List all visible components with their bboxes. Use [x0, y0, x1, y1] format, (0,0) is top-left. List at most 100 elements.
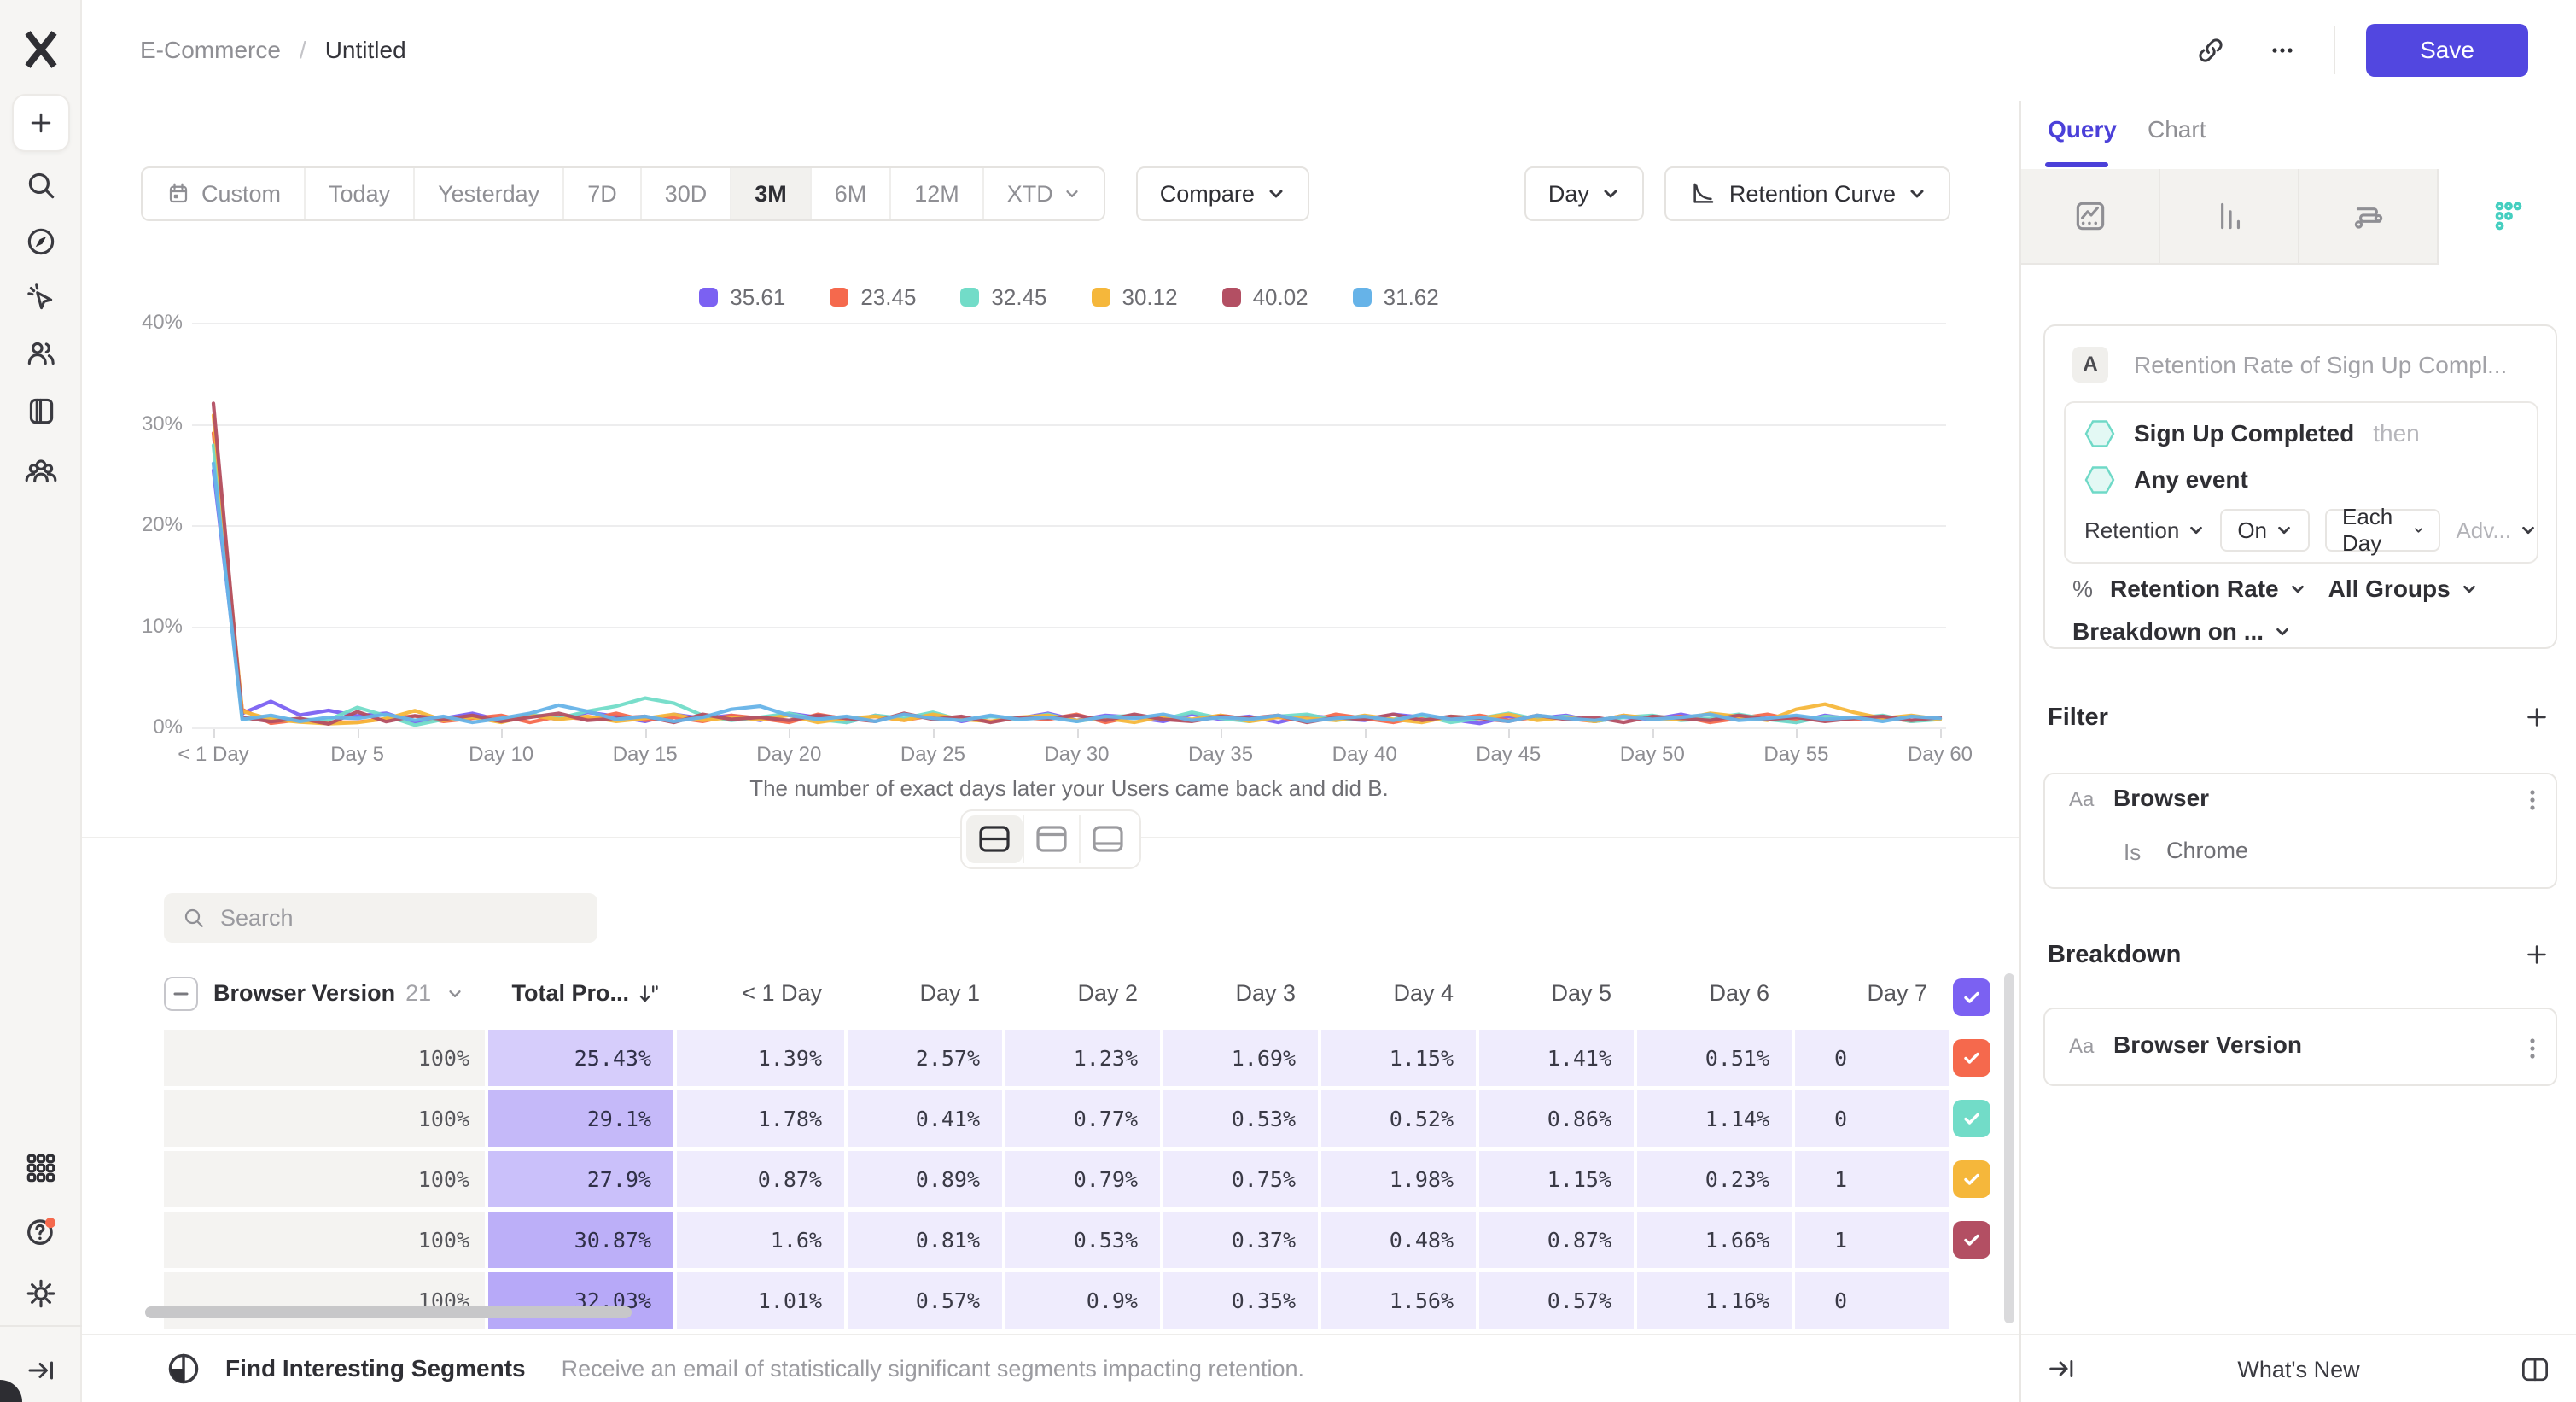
mixpanel-logo-icon[interactable]	[0, 19, 82, 80]
retention-type-dropdown[interactable]: Retention	[2084, 517, 2205, 544]
legend-item[interactable]: 31.62	[1352, 284, 1439, 311]
table-row-name[interactable]: 23.45	[1953, 1030, 1999, 1086]
report-type-insights-button[interactable]	[2021, 169, 2160, 265]
row-checkbox[interactable]	[1953, 978, 1990, 1016]
date-range-xtd[interactable]: XTD	[982, 168, 1104, 219]
table-header-total[interactable]: Total Pro...	[488, 969, 673, 1018]
table-header-group[interactable]: Browser Version 21	[164, 969, 485, 1018]
create-new-button[interactable]	[12, 94, 70, 152]
series-line[interactable]	[211, 431, 1943, 726]
query-title[interactable]: Retention Rate of Sign Up Compl...	[2134, 352, 2508, 378]
save-button[interactable]: Save	[2366, 24, 2528, 77]
groups-dropdown[interactable]: All Groups	[2328, 575, 2451, 602]
each-day-dropdown[interactable]: Each Day	[2325, 504, 2441, 556]
filter-kebab-menu[interactable]	[2520, 783, 2545, 817]
table-header-day[interactable]: Day 7	[1867, 980, 1927, 1006]
date-range-7d[interactable]: 7D	[562, 168, 640, 219]
rate-dropdown[interactable]: Retention Rate	[2110, 575, 2279, 602]
first-event-row[interactable]: Sign Up Completed then	[2084, 418, 2420, 449]
boards-icon[interactable]	[0, 380, 82, 441]
tab-query[interactable]: Query	[2048, 116, 2117, 143]
legend-item[interactable]: 32.45	[960, 284, 1047, 311]
row-checkbox[interactable]	[1953, 1039, 1990, 1077]
legend-item[interactable]: 30.12	[1091, 284, 1178, 311]
filter-operator[interactable]: Is	[2124, 839, 2142, 865]
on-dropdown[interactable]: On	[2220, 509, 2310, 552]
layout-split-button[interactable]	[966, 815, 1023, 863]
side-panel-icon[interactable]	[2518, 1352, 2552, 1387]
table-row-name[interactable]: 40.02	[1953, 1212, 1999, 1268]
advanced-dropdown[interactable]: Adv...	[2456, 517, 2537, 544]
breadcrumb-report-title[interactable]: Untitled	[324, 37, 406, 63]
date-range-3m[interactable]: 3M	[730, 168, 810, 219]
filter-card[interactable]: Aa Browser Is Chrome	[2043, 773, 2557, 889]
more-options-button[interactable]	[2262, 30, 2303, 71]
compare-button[interactable]: Compare	[1135, 166, 1309, 221]
horizontal-scrollbar[interactable]	[145, 1306, 632, 1318]
date-range-30d[interactable]: 30D	[639, 168, 731, 219]
series-line[interactable]	[211, 461, 1943, 725]
add-breakdown-button[interactable]	[2520, 938, 2554, 972]
series-line[interactable]	[211, 401, 1943, 726]
date-range-6m[interactable]: 6M	[809, 168, 890, 219]
report-type-funnels-button[interactable]	[2160, 169, 2299, 265]
discover-compass-icon[interactable]	[0, 211, 82, 272]
table-header-day[interactable]: < 1 Day	[742, 980, 822, 1006]
series-line[interactable]	[211, 413, 1943, 726]
vertical-scrollbar[interactable]	[2004, 973, 2014, 1323]
table-header-day[interactable]: Day 6	[1709, 980, 1769, 1006]
add-filter-button[interactable]	[2520, 700, 2554, 734]
layout-table-only-button[interactable]	[1079, 815, 1135, 863]
table-row-name[interactable]: 32.45	[1953, 1090, 1999, 1147]
search-nav-icon[interactable]	[0, 155, 82, 216]
help-icon[interactable]	[0, 1200, 82, 1262]
tab-chart[interactable]: Chart	[2148, 116, 2206, 143]
cohorts-icon[interactable]	[0, 441, 82, 502]
breakdown-on-dropdown[interactable]: Breakdown on ...	[2072, 618, 2264, 645]
row-checkbox[interactable]	[1953, 1100, 1990, 1137]
row-checkbox[interactable]	[1953, 1160, 1990, 1198]
legend-item[interactable]: 35.61	[699, 284, 785, 311]
report-type-retention-button[interactable]	[2439, 169, 2576, 265]
table-row-name[interactable]: 35.61	[1953, 969, 1999, 1025]
date-range-custom[interactable]: Custom	[143, 168, 304, 219]
chart-type-button[interactable]: Retention Curve	[1664, 166, 1950, 221]
copy-link-button[interactable]	[2190, 30, 2231, 71]
settings-gear-icon[interactable]	[0, 1263, 82, 1324]
collapse-panel-icon[interactable]	[2045, 1352, 2078, 1385]
filter-value[interactable]: Chrome	[2166, 838, 2249, 863]
series-line[interactable]	[211, 443, 1943, 727]
series-line[interactable]	[211, 468, 1943, 726]
legend-item[interactable]: 40.02	[1221, 284, 1308, 311]
users-icon[interactable]	[0, 323, 82, 384]
events-cursor-icon[interactable]	[0, 266, 82, 328]
filter-property-name[interactable]: Browser	[2113, 785, 2210, 811]
expand-sidebar-icon[interactable]	[0, 1340, 82, 1401]
total-cell: 100%	[164, 1151, 485, 1207]
table-header-day[interactable]: Day 2	[1077, 980, 1138, 1006]
breakdown-card[interactable]: Aa Browser Version	[2043, 1008, 2557, 1086]
breakdown-heading: Breakdown	[2048, 941, 2182, 968]
layout-chart-only-button[interactable]	[1023, 815, 1079, 863]
return-event-row[interactable]: Any event	[2084, 464, 2248, 495]
whats-new-link[interactable]: What's New	[2237, 1356, 2360, 1382]
report-type-flows-button[interactable]	[2299, 169, 2439, 265]
apps-grid-icon[interactable]	[0, 1137, 82, 1199]
date-range-today[interactable]: Today	[304, 168, 413, 219]
legend-item[interactable]: 23.45	[830, 284, 916, 311]
find-segments-link[interactable]: Find Interesting Segments	[225, 1355, 526, 1382]
table-header-day[interactable]: Day 5	[1551, 980, 1611, 1006]
select-all-checkbox[interactable]	[164, 976, 198, 1011]
breakdown-property-name[interactable]: Browser Version	[2113, 1031, 2302, 1058]
table-row-name[interactable]: 30.12	[1953, 1151, 1999, 1207]
date-range-12m[interactable]: 12M	[889, 168, 982, 219]
table-header-day[interactable]: Day 4	[1393, 980, 1454, 1006]
granularity-button[interactable]: Day	[1524, 166, 1644, 221]
table-header-day[interactable]: Day 1	[919, 980, 980, 1006]
search-input[interactable]	[220, 904, 580, 932]
date-range-yesterday[interactable]: Yesterday	[413, 168, 562, 219]
breakdown-kebab-menu[interactable]	[2520, 1031, 2545, 1066]
breadcrumb-project[interactable]: E-Commerce	[140, 37, 281, 63]
table-header-day[interactable]: Day 3	[1235, 980, 1296, 1006]
row-checkbox[interactable]	[1953, 1221, 1990, 1259]
